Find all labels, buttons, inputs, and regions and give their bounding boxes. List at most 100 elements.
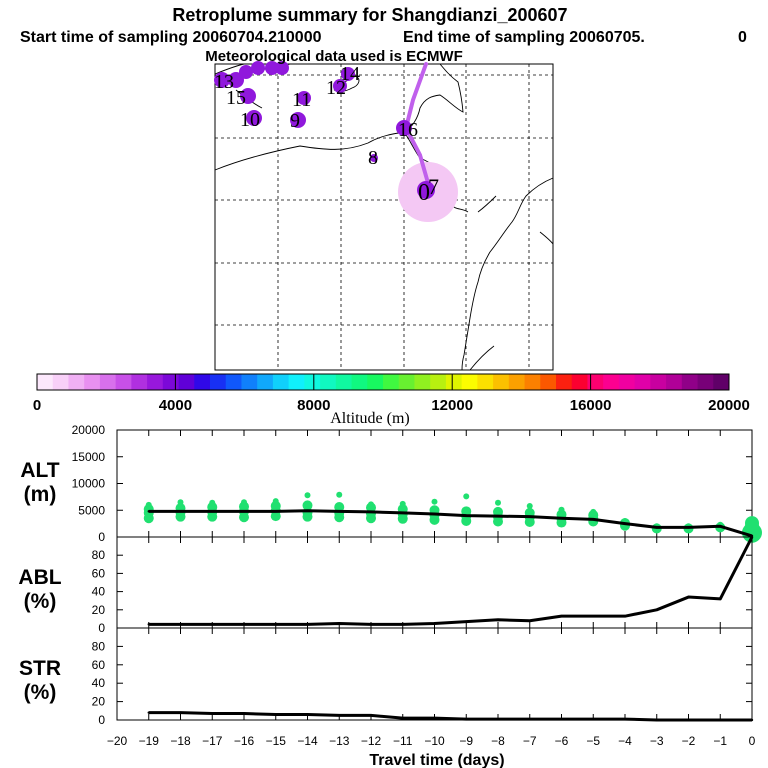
colorbar-cell bbox=[681, 374, 698, 390]
alt-scatter-point bbox=[463, 493, 470, 500]
colorbar-cell bbox=[556, 374, 573, 390]
series-point bbox=[560, 517, 563, 520]
map-frame bbox=[214, 63, 554, 371]
series-point bbox=[147, 623, 150, 626]
figure-title: Retroplume summary for Shangdianzi_20060… bbox=[172, 5, 567, 25]
colorbar-tick-label: 12000 bbox=[431, 397, 473, 414]
series-point bbox=[179, 510, 182, 513]
colorbar-cell bbox=[697, 374, 714, 390]
series-point bbox=[401, 511, 404, 515]
x-tick-label: −7 bbox=[523, 734, 537, 748]
series-point bbox=[147, 510, 150, 513]
series-line-alt bbox=[148, 509, 753, 538]
colorbar-ticks: 0 4000 8000 12000 16000 20000 bbox=[33, 374, 750, 414]
altitude-colorbar: 0 4000 8000 12000 16000 20000 Altitude (m) bbox=[33, 373, 750, 427]
colorbar-tick-label: 20000 bbox=[708, 397, 750, 414]
x-tick-label: −9 bbox=[459, 734, 473, 748]
series-point bbox=[147, 711, 150, 714]
panel-label: ABL bbox=[18, 566, 61, 589]
colorbar-cell bbox=[99, 374, 117, 390]
series-point bbox=[274, 713, 277, 716]
map-label: 8 bbox=[368, 147, 378, 169]
panel-label-unit: (m) bbox=[24, 483, 57, 506]
series-point bbox=[560, 614, 563, 618]
alt-scatter-point bbox=[304, 492, 311, 499]
alt-scatter-point bbox=[495, 499, 501, 506]
x-tick-label: −16 bbox=[234, 734, 255, 748]
series-point bbox=[242, 712, 246, 715]
cluster-dot-14 bbox=[396, 120, 412, 136]
alt-scatter-point bbox=[368, 501, 374, 508]
cluster-dot-8 bbox=[246, 110, 262, 126]
start-time-label: Start time of sampling 20060704.210000 bbox=[20, 29, 322, 46]
colorbar-cell bbox=[383, 374, 400, 390]
time-series-panels: 05000100001500020000ALT(m)020406080ABL(%… bbox=[18, 423, 762, 748]
x-tick-label: −20 bbox=[107, 734, 128, 748]
series-point bbox=[528, 717, 531, 721]
alt-scatter-point bbox=[239, 501, 249, 512]
y-tick-label: 10000 bbox=[72, 477, 106, 491]
colorbar-cell bbox=[304, 374, 321, 390]
x-tick-label: −10 bbox=[424, 734, 445, 748]
colorbar-cell bbox=[650, 374, 667, 390]
colorbar-cell bbox=[713, 374, 730, 390]
map-label: 15 bbox=[226, 87, 246, 109]
series-point bbox=[496, 514, 500, 518]
x-tick-label: −14 bbox=[297, 734, 318, 748]
series-point bbox=[433, 512, 436, 516]
series-point bbox=[655, 718, 658, 722]
series-point bbox=[274, 623, 277, 626]
end-time-label: End time of sampling 20060705. bbox=[403, 29, 645, 46]
series-point bbox=[496, 717, 500, 721]
colorbar-cell bbox=[634, 374, 651, 390]
colorbar-cell bbox=[524, 374, 541, 390]
x-tick-label: −18 bbox=[170, 734, 191, 748]
cluster-dots bbox=[214, 61, 435, 199]
colorbar-cell bbox=[398, 374, 415, 390]
y-tick-label: 60 bbox=[92, 566, 106, 580]
series-point bbox=[655, 526, 658, 529]
colorbar-cell bbox=[162, 374, 179, 390]
colorbar-cell bbox=[115, 374, 132, 390]
series-point bbox=[211, 712, 214, 715]
map-label: 16 bbox=[398, 119, 418, 141]
series-point bbox=[179, 711, 182, 714]
series-point bbox=[719, 718, 722, 722]
x-tick-label: −8 bbox=[491, 734, 505, 748]
y-tick-label: 80 bbox=[92, 639, 106, 653]
x-tick-label: −15 bbox=[266, 734, 287, 748]
alt-scatter-point bbox=[145, 501, 152, 508]
series-point bbox=[338, 510, 341, 513]
cluster-dot-3 bbox=[239, 65, 253, 79]
y-tick-label: 60 bbox=[92, 658, 106, 672]
series-point bbox=[528, 515, 531, 518]
colorbar-cell bbox=[461, 374, 478, 390]
series-point bbox=[687, 526, 690, 529]
panel-label: STR bbox=[19, 657, 61, 680]
colorbar-cell bbox=[367, 374, 384, 390]
colorbar-cell bbox=[147, 374, 164, 390]
series-point bbox=[592, 717, 595, 721]
x-tick-label: −1 bbox=[713, 734, 727, 748]
x-tick-label: −4 bbox=[618, 734, 632, 748]
panel-str: 0 20 40 60 80 STR(%) bbox=[19, 627, 754, 727]
alt-scatter-point bbox=[399, 500, 406, 507]
panel-label-unit: (%) bbox=[24, 590, 57, 613]
y-tick-label: 0 bbox=[98, 530, 105, 544]
end-time-suffix: 0 bbox=[738, 29, 747, 46]
series-point bbox=[433, 716, 436, 720]
colorbar-cell bbox=[618, 374, 636, 390]
series-point bbox=[592, 518, 595, 521]
colorbar-cell bbox=[666, 374, 683, 390]
series-point bbox=[242, 623, 246, 626]
alt-scatter-point bbox=[270, 500, 281, 511]
x-tick-label: −12 bbox=[361, 734, 382, 748]
alt-scatter-point bbox=[745, 516, 759, 531]
x-tick-label: −11 bbox=[393, 734, 413, 748]
y-tick-label: 0 bbox=[98, 713, 105, 727]
map-label: 11 bbox=[292, 89, 311, 111]
alt-scatter-point bbox=[493, 506, 503, 517]
series-point bbox=[592, 614, 595, 618]
colorbar-cell bbox=[52, 374, 69, 390]
